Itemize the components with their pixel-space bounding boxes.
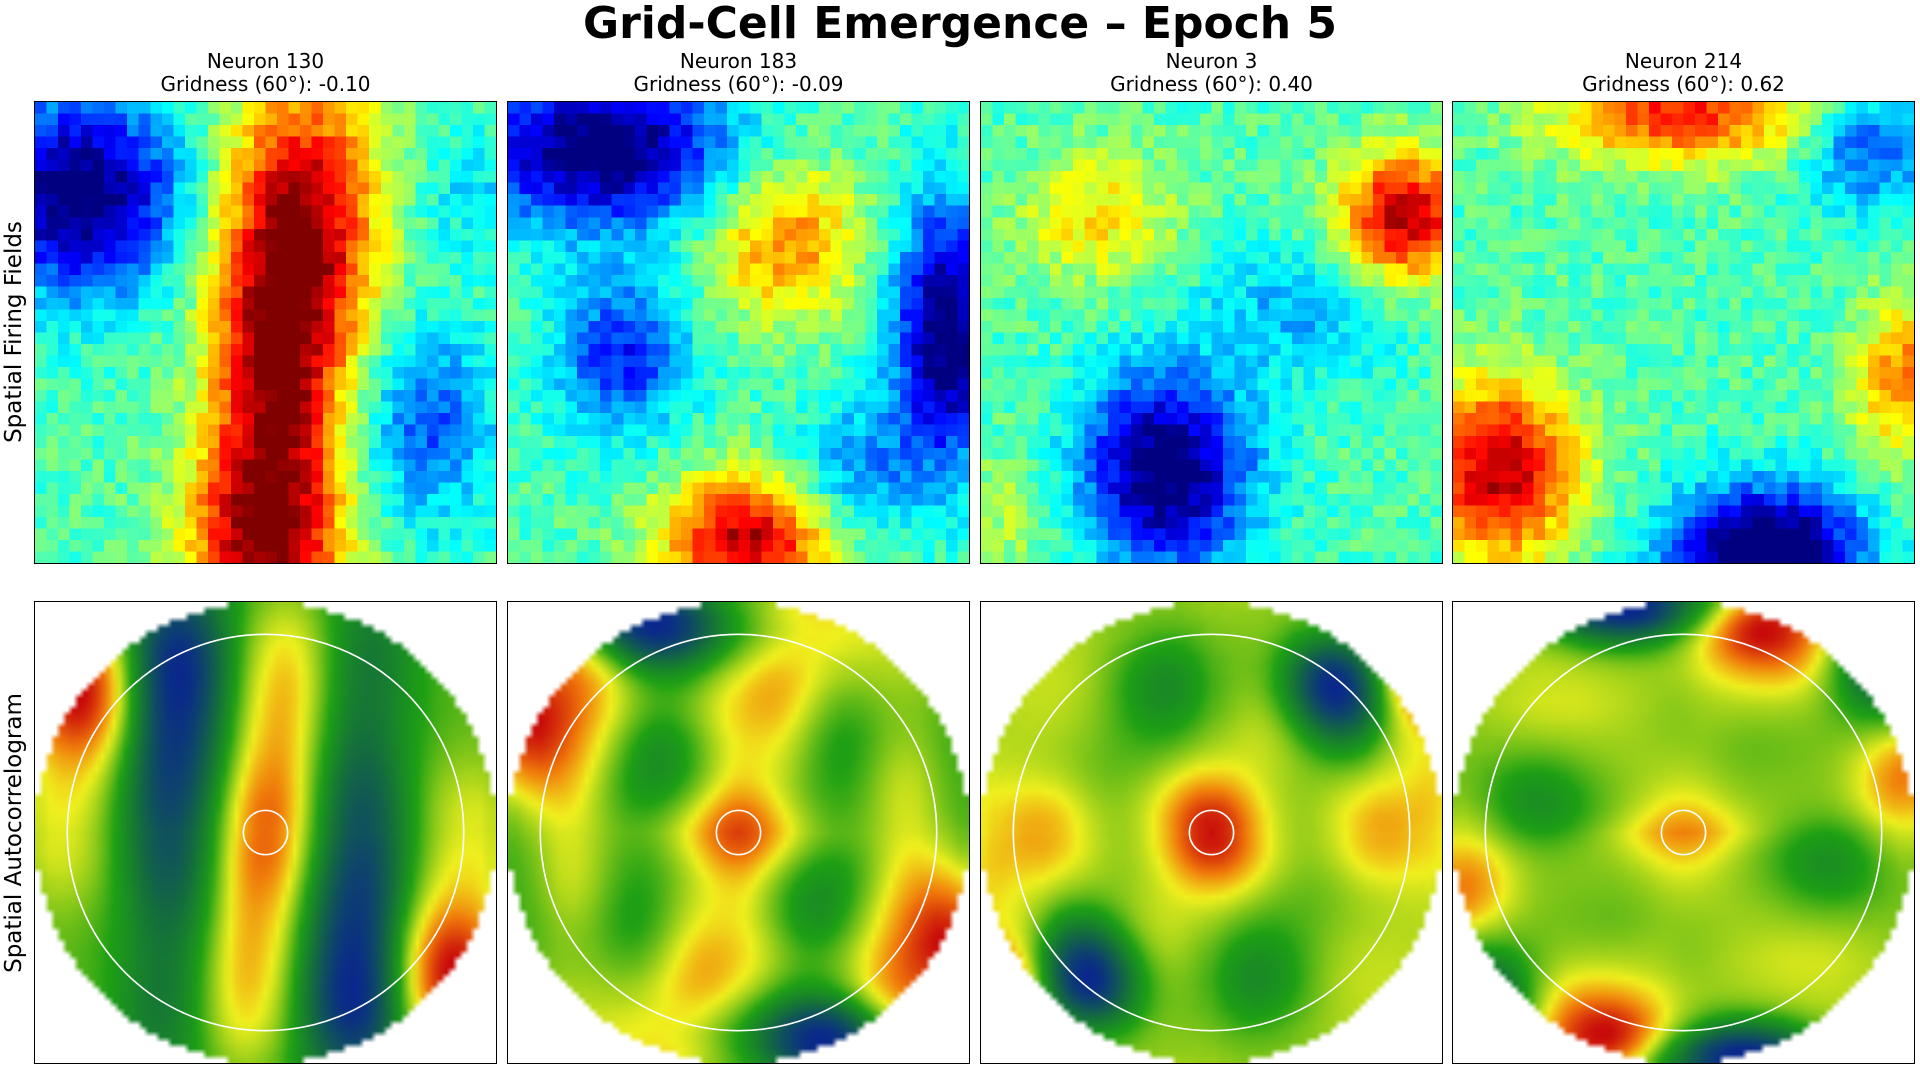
neuron-label: Neuron 3	[1165, 49, 1258, 73]
firing-field-cells	[981, 102, 1442, 563]
panel-title: Neuron 3 Gridness (60°): 0.40	[980, 50, 1443, 96]
neuron-label: Neuron 130	[206, 49, 325, 73]
gridness-rings	[1484, 633, 1883, 1032]
firing-field-heatmap	[980, 101, 1443, 564]
outer-ring	[66, 633, 465, 1032]
inner-ring	[1660, 809, 1707, 856]
inner-ring	[1188, 809, 1235, 856]
gridness-label: Gridness (60°): -0.09	[633, 72, 844, 96]
gridness-label: Gridness (60°): -0.10	[160, 72, 371, 96]
inner-ring	[242, 809, 289, 856]
gridness-rings	[1012, 633, 1411, 1032]
outer-ring	[539, 633, 938, 1032]
autocorrelogram-cells	[508, 602, 969, 1063]
firing-field-heatmap	[34, 101, 497, 564]
inner-ring	[715, 809, 762, 856]
row-label-firing-fields: Spatial Firing Fields	[1, 221, 27, 443]
panel-title: Neuron 214 Gridness (60°): 0.62	[1452, 50, 1915, 96]
gridness-label: Gridness (60°): 0.40	[1110, 72, 1313, 96]
firing-field-cells	[35, 102, 496, 563]
gridness-rings	[539, 633, 938, 1032]
outer-ring	[1012, 633, 1411, 1032]
figure-title: Grid-Cell Emergence – Epoch 5	[582, 0, 1338, 49]
outer-ring	[1484, 633, 1883, 1032]
autocorrelogram-heatmap	[507, 601, 970, 1064]
gridness-label: Gridness (60°): 0.62	[1582, 72, 1785, 96]
firing-field-cells	[508, 102, 969, 563]
autocorrelogram-cells	[35, 602, 496, 1063]
autocorrelogram-cells	[1453, 602, 1914, 1063]
firing-field-heatmap	[1452, 101, 1915, 564]
panel-title: Neuron 183 Gridness (60°): -0.09	[507, 50, 970, 96]
neuron-label: Neuron 214	[1624, 49, 1743, 73]
autocorrelogram-heatmap	[980, 601, 1443, 1064]
neuron-label: Neuron 183	[679, 49, 798, 73]
firing-field-heatmap	[507, 101, 970, 564]
row-label-autocorrelogram: Spatial Autocorrelogram	[1, 693, 27, 973]
panel-title: Neuron 130 Gridness (60°): -0.10	[34, 50, 497, 96]
gridness-rings	[66, 633, 465, 1032]
autocorrelogram-cells	[981, 602, 1442, 1063]
autocorrelogram-heatmap	[1452, 601, 1915, 1064]
firing-field-cells	[1453, 102, 1914, 563]
autocorrelogram-heatmap	[34, 601, 497, 1064]
